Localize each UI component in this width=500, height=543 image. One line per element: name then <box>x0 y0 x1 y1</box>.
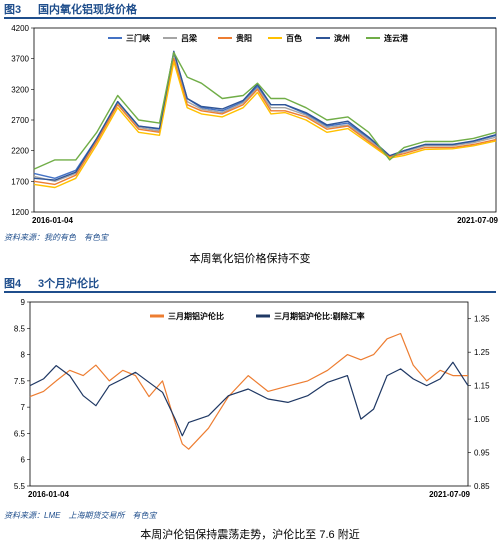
x-end-label: 2021-07-09 <box>429 490 470 499</box>
legend-label: 三月期铝沪伦比 <box>168 311 224 321</box>
legend-label: 三月期铝沪伦比:剔除汇率 <box>274 311 365 321</box>
x-start-label: 2016-01-04 <box>28 490 69 499</box>
legend-label: 三门峡 <box>126 33 151 43</box>
y-tick-label: 4200 <box>11 24 29 33</box>
legend-label: 滨州 <box>334 33 350 43</box>
y-tick-label: 9 <box>21 298 26 307</box>
y2-tick-label: 0.85 <box>474 482 490 491</box>
y2-tick-label: 1.25 <box>474 348 490 357</box>
y2-tick-label: 1.05 <box>474 415 490 424</box>
y-tick-label: 6 <box>21 456 26 465</box>
figure3-number: 图3 <box>4 4 22 16</box>
y-tick-label: 5.5 <box>14 482 26 491</box>
y-tick-label: 1200 <box>11 208 29 217</box>
y-tick-label: 7.5 <box>14 377 26 386</box>
line-series-3 <box>33 61 497 189</box>
line-series-2 <box>33 58 497 186</box>
figure4-title-bar: 图4 3个月沪伦比 <box>4 276 496 293</box>
y-tick-label: 1700 <box>11 177 29 186</box>
y-tick-label: 3200 <box>11 85 29 94</box>
plot-area <box>29 301 469 487</box>
y-tick-label: 3700 <box>11 55 29 64</box>
line-series-5 <box>33 51 497 170</box>
line-series-0 <box>29 332 468 450</box>
figure3-title-bar: 图3 国内氧化铝现货价格 <box>4 2 496 19</box>
legend-label: 百色 <box>286 33 302 43</box>
figure4-source: 资料来源：LME 上海期货交易所 有色宝 <box>4 511 157 520</box>
x-start-label: 2016-01-04 <box>32 216 73 225</box>
line-series-4 <box>33 50 497 181</box>
legend-label: 吕梁 <box>181 33 198 43</box>
figure4-number: 图4 <box>4 278 22 290</box>
x-end-label: 2021-07-09 <box>457 216 498 225</box>
y2-tick-label: 1.35 <box>474 315 490 324</box>
chart-sh-lme-ratio: 5.5 6 6.5 7 7.5 8 8.5 9 0.85 0.95 1.05 1.15 1.25 1.35… <box>14 298 490 499</box>
figure4-title: 3个月沪伦比 <box>38 278 100 290</box>
figure3-source: 资料来源：我的有色 有色宝 <box>4 233 108 242</box>
y-tick-label: 8 <box>21 351 26 360</box>
y2-tick-label: 0.95 <box>474 449 490 458</box>
chart-alumina-price: 1200 1700 2200 2700 3200 3700 4200 2016-01-04 20… <box>11 24 498 225</box>
figure3-title: 国内氧化铝现货价格 <box>38 4 137 16</box>
y-tick-label: 2200 <box>11 147 29 156</box>
line-series-1 <box>29 361 469 437</box>
legend-label: 连云港 <box>384 33 409 43</box>
y-tick-label: 8.5 <box>14 324 26 333</box>
legend-label: 贵阳 <box>236 33 252 43</box>
y-tick-label: 6.5 <box>14 429 26 438</box>
figure3-caption: 本周氧化铝价格保持不变 <box>189 253 311 265</box>
figure4-caption: 本周沪伦铝保持震荡走势，沪伦比至 7.6 附近 <box>140 529 360 541</box>
y2-tick-label: 1.15 <box>474 382 490 391</box>
y-tick-label: 7 <box>21 403 26 412</box>
y-tick-label: 2700 <box>11 116 29 125</box>
